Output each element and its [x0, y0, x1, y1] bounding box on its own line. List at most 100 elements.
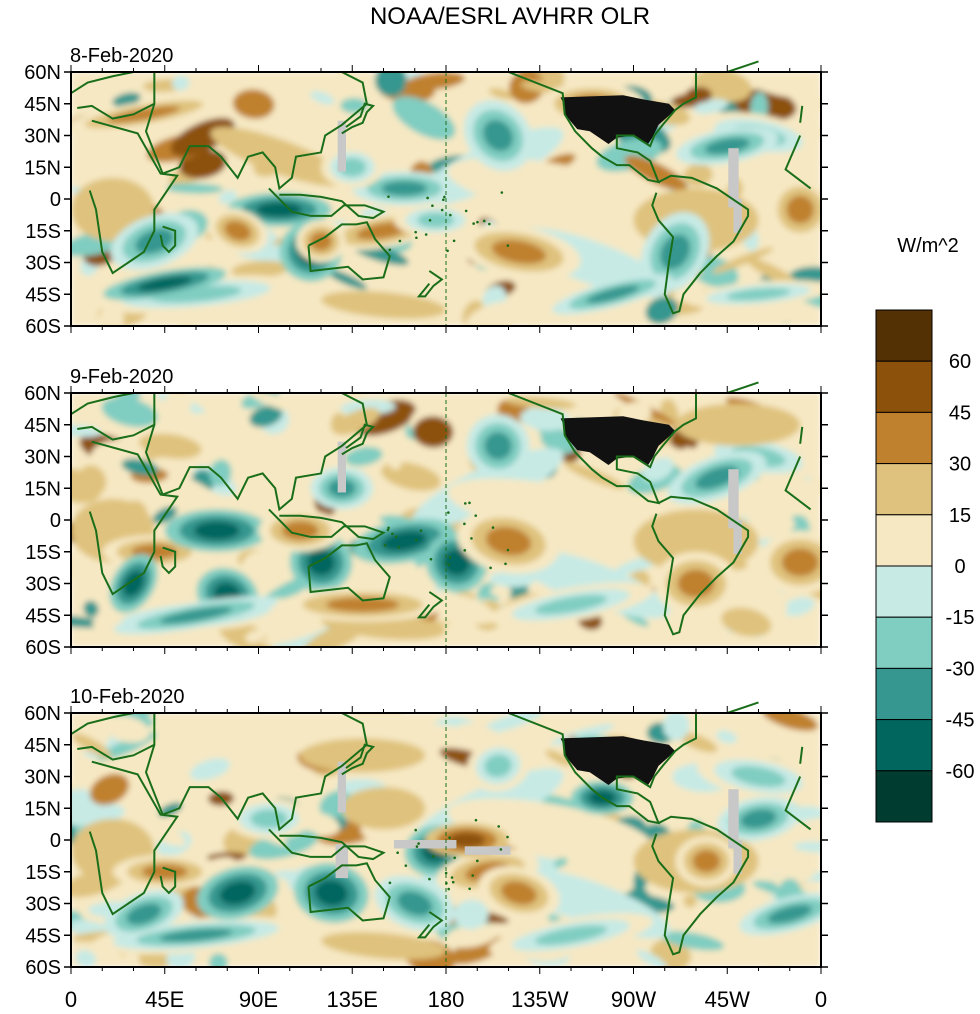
anomaly-patch: [678, 732, 718, 753]
anomaly-blob: [448, 832, 486, 848]
anomaly-blob: [767, 904, 812, 924]
lat-label: 45N: [24, 735, 61, 757]
anomaly-patch: [189, 758, 231, 781]
anomaly-blob: [660, 234, 691, 270]
lon-label: 45E: [145, 987, 184, 1012]
coastline-madagascar: [159, 546, 177, 575]
anomaly-blob: [256, 202, 303, 218]
anomaly-patch: [751, 75, 821, 98]
anomaly-patch: [111, 393, 142, 407]
island-dot: [476, 859, 479, 863]
island-dot: [404, 864, 408, 867]
anomaly-blob: [193, 521, 240, 540]
anomaly-patch: [449, 936, 505, 965]
anomaly-blob: [210, 127, 349, 187]
anomaly-patch: [444, 923, 499, 948]
missing-data-region: [335, 844, 349, 879]
anomaly-patch: [344, 446, 383, 466]
anomaly-patch: [609, 536, 640, 555]
island-dot: [450, 876, 454, 879]
anomaly-blob: [326, 597, 400, 613]
anomaly-patch: [489, 571, 535, 588]
anomaly-patch: [709, 167, 734, 186]
anomaly-patch: [721, 607, 772, 637]
anomaly-blob: [692, 849, 721, 873]
island-dot: [386, 528, 390, 532]
anomaly-patch: [636, 950, 668, 967]
anomaly-patch: [232, 89, 275, 119]
anomaly-blob: [250, 809, 288, 829]
lat-label: 30S: [25, 253, 61, 275]
anomaly-patch: [218, 190, 238, 204]
island-dot: [424, 233, 428, 236]
coastline-japan: [341, 102, 376, 135]
anomaly-patch: [683, 163, 713, 187]
island-dot: [415, 236, 418, 240]
lat-label: 45S: [25, 605, 61, 627]
anomaly-patch: [75, 949, 97, 967]
anomaly-patch: [172, 75, 190, 91]
anomaly-blob: [300, 738, 426, 773]
missing-data-region: [728, 148, 739, 208]
island-dot: [398, 239, 402, 243]
map-field: [71, 713, 821, 967]
anomaly-blob: [442, 549, 470, 576]
anomaly-blob: [485, 526, 532, 556]
island-dot: [415, 538, 418, 542]
missing-data-region: [733, 520, 742, 554]
island-dot: [447, 563, 451, 567]
anomaly-blob: [447, 478, 653, 541]
anomaly-patch: [310, 91, 335, 105]
anomaly-blob: [126, 903, 162, 925]
coastline-africa: [784, 135, 812, 190]
anomaly-patch: [372, 124, 395, 135]
coastline-australia: [307, 221, 391, 281]
coastline-indonesia: [268, 508, 386, 541]
anomaly-patch: [781, 597, 815, 617]
anomaly-patch: [333, 72, 356, 95]
anomaly-patch: [414, 724, 462, 749]
lat-label: 60N: [24, 383, 61, 405]
coastline-asia: [144, 392, 368, 512]
island-dot: [453, 856, 456, 860]
island-dot: [429, 557, 433, 561]
missing-data-region: [337, 441, 346, 493]
lat-label: 0: [50, 189, 61, 211]
island-dot: [448, 836, 451, 840]
coastline-japan: [341, 743, 376, 776]
coastline-europe: [799, 105, 804, 123]
anomaly-patch: [325, 268, 368, 290]
island-dot: [446, 249, 449, 253]
island-dot: [476, 220, 479, 224]
island-dot: [506, 835, 509, 839]
anomaly-patch: [354, 713, 407, 733]
figure-title: NOAA/ESRL AVHRR OLR: [370, 3, 650, 30]
anomaly-patch: [83, 600, 99, 618]
anomaly-patch: [112, 92, 141, 107]
island-dot: [387, 526, 390, 530]
anomaly-blob: [141, 864, 188, 880]
anomaly-blob: [586, 285, 640, 304]
anomaly-blob: [726, 288, 791, 301]
lat-label: 30S: [25, 894, 61, 916]
island-dot: [463, 522, 466, 526]
lat-label: 45N: [24, 94, 61, 116]
anomaly-patch: [464, 301, 526, 326]
anomaly-patch: [241, 550, 274, 578]
anomaly-patch: [147, 713, 184, 726]
lat-label: 60N: [24, 703, 61, 725]
coastline-europe: [70, 712, 156, 761]
anomaly-patch: [123, 951, 140, 967]
lat-label: 15N: [24, 798, 61, 820]
lat-label: 45S: [25, 925, 61, 947]
map-panel-2: 9-Feb-2020 60N 45N 30N 15N 0 15S 30S 45S 60S: [24, 366, 828, 659]
anomaly-blob: [315, 879, 348, 907]
coastline-nz: [416, 270, 444, 298]
island-dot: [449, 213, 452, 217]
anomaly-blob: [781, 548, 819, 577]
anomaly-patch: [402, 270, 422, 301]
anomaly-patch: [71, 788, 99, 820]
anomaly-blob: [219, 881, 256, 905]
lon-label: 90E: [239, 987, 278, 1012]
anomaly-patch: [802, 96, 821, 114]
